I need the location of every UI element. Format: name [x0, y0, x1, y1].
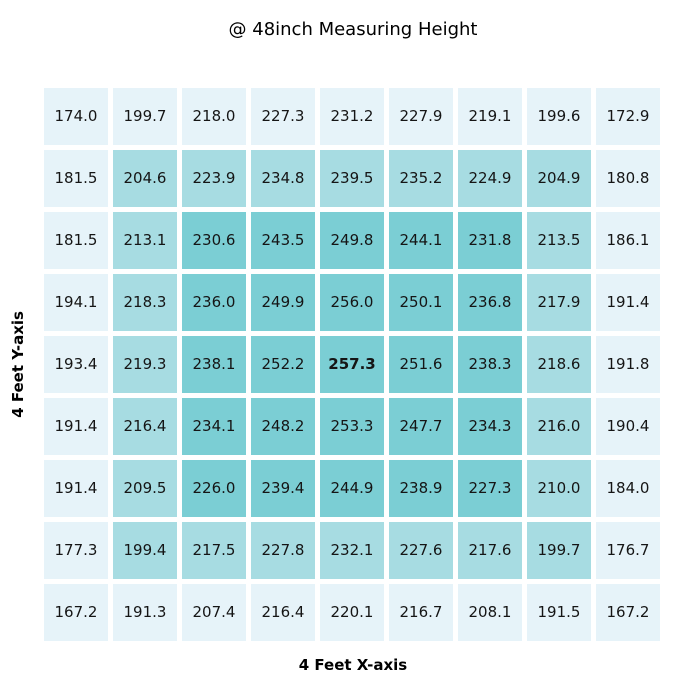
heatmap-cell: 191.4	[44, 460, 108, 517]
heatmap-cell: 204.9	[527, 150, 591, 207]
heatmap-grid: 174.0 199.7 218.0 227.3 231.2 227.9 219.1 199.6…	[44, 88, 660, 641]
heatmap-cell: 181.5	[44, 150, 108, 207]
heatmap-cell: 191.5	[527, 584, 591, 641]
heatmap-cell: 249.9	[251, 274, 315, 331]
heatmap-cell: 227.3	[251, 88, 315, 145]
heatmap-cell: 226.0	[182, 460, 246, 517]
heatmap-cell: 249.8	[320, 212, 384, 269]
heatmap-cell: 230.6	[182, 212, 246, 269]
heatmap-cell: 223.9	[182, 150, 246, 207]
heatmap-cell: 238.3	[458, 336, 522, 393]
y-axis-label-text: 4 Feet Y-axis	[9, 311, 27, 418]
heatmap-cell: 238.9	[389, 460, 453, 517]
heatmap-cell: 219.3	[113, 336, 177, 393]
heatmap-cell: 218.3	[113, 274, 177, 331]
heatmap-cell: 199.4	[113, 522, 177, 579]
heatmap-cell: 213.1	[113, 212, 177, 269]
heatmap-cell: 191.4	[596, 274, 660, 331]
heatmap-cell: 227.8	[251, 522, 315, 579]
heatmap-cell: 217.9	[527, 274, 591, 331]
heatmap-cell: 239.5	[320, 150, 384, 207]
heatmap-cell: 234.3	[458, 398, 522, 455]
heatmap-cell: 204.6	[113, 150, 177, 207]
heatmap-cell: 213.5	[527, 212, 591, 269]
heatmap-cell: 236.0	[182, 274, 246, 331]
heatmap-cell: 208.1	[458, 584, 522, 641]
heatmap-cell: 186.1	[596, 212, 660, 269]
heatmap-cell: 191.4	[44, 398, 108, 455]
heatmap-cell: 238.1	[182, 336, 246, 393]
heatmap-cell: 234.8	[251, 150, 315, 207]
heatmap-cell: 235.2	[389, 150, 453, 207]
heatmap-cell: 210.0	[527, 460, 591, 517]
heatmap-cell: 216.0	[527, 398, 591, 455]
heatmap-cell: 194.1	[44, 274, 108, 331]
heatmap-cell: 244.9	[320, 460, 384, 517]
heatmap-cell: 236.8	[458, 274, 522, 331]
heatmap-cell: 231.8	[458, 212, 522, 269]
heatmap-cell: 181.5	[44, 212, 108, 269]
heatmap-cell: 227.9	[389, 88, 453, 145]
heatmap-cell: 216.4	[113, 398, 177, 455]
heatmap-cell: 234.1	[182, 398, 246, 455]
heatmap-cell: 227.3	[458, 460, 522, 517]
heatmap-cell: 172.9	[596, 88, 660, 145]
heatmap-cell: 217.5	[182, 522, 246, 579]
heatmap-cell: 193.4	[44, 336, 108, 393]
heatmap-cell: 207.4	[182, 584, 246, 641]
heatmap-cell: 219.1	[458, 88, 522, 145]
heatmap-cell: 218.0	[182, 88, 246, 145]
heatmap-cell: 220.1	[320, 584, 384, 641]
y-axis-label: 4 Feet Y-axis	[7, 88, 29, 641]
x-axis-label: 4 Feet X-axis	[298, 656, 408, 674]
heatmap-cell: 232.1	[320, 522, 384, 579]
heatmap-cell: 176.7	[596, 522, 660, 579]
heatmap-cell: 239.4	[251, 460, 315, 517]
heatmap-cell: 217.6	[458, 522, 522, 579]
heatmap-cell: 256.0	[320, 274, 384, 331]
heatmap-cell: 199.7	[113, 88, 177, 145]
heatmap-cell: 184.0	[596, 460, 660, 517]
heatmap-cell: 199.7	[527, 522, 591, 579]
heatmap-cell: 244.1	[389, 212, 453, 269]
heatmap-cell: 190.4	[596, 398, 660, 455]
heatmap-cell: 191.3	[113, 584, 177, 641]
heatmap-cell: 216.7	[389, 584, 453, 641]
heatmap-cell: 177.3	[44, 522, 108, 579]
heatmap-cell: 248.2	[251, 398, 315, 455]
heatmap-cell: 243.5	[251, 212, 315, 269]
heatmap-cell: 209.5	[113, 460, 177, 517]
heatmap-cell: 167.2	[596, 584, 660, 641]
heatmap-cell: 199.6	[527, 88, 591, 145]
heatmap-cell: 180.8	[596, 150, 660, 207]
heatmap-cell: 250.1	[389, 274, 453, 331]
chart-title: @ 48inch Measuring Height	[228, 19, 478, 40]
heatmap-cell: 224.9	[458, 150, 522, 207]
heatmap-cell: 167.2	[44, 584, 108, 641]
heatmap-cell: 247.7	[389, 398, 453, 455]
heatmap-cell: 231.2	[320, 88, 384, 145]
heatmap-cell: 216.4	[251, 584, 315, 641]
heatmap-cell: 257.3	[320, 336, 384, 393]
heatmap-cell: 252.2	[251, 336, 315, 393]
heatmap-cell: 251.6	[389, 336, 453, 393]
heatmap-cell: 227.6	[389, 522, 453, 579]
heatmap-cell: 218.6	[527, 336, 591, 393]
heatmap-cell: 253.3	[320, 398, 384, 455]
heatmap-cell: 174.0	[44, 88, 108, 145]
heatmap-cell: 191.8	[596, 336, 660, 393]
